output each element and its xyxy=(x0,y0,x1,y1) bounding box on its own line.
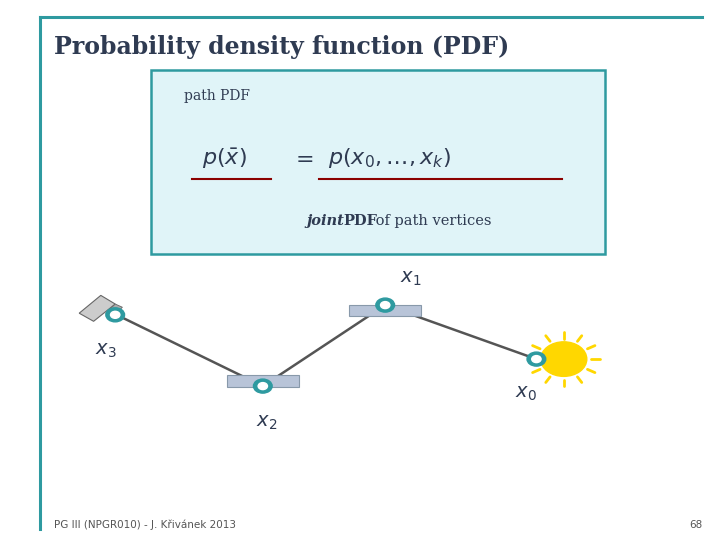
Text: $p(x_0,\ldots,x_k)$: $p(x_0,\ldots,x_k)$ xyxy=(328,146,451,171)
Circle shape xyxy=(531,355,541,363)
Text: $p(\bar{x})$: $p(\bar{x})$ xyxy=(202,146,246,171)
Polygon shape xyxy=(79,295,115,321)
Circle shape xyxy=(111,311,120,319)
Text: path PDF: path PDF xyxy=(184,89,250,103)
Bar xyxy=(227,375,299,387)
Bar xyxy=(349,305,421,316)
FancyBboxPatch shape xyxy=(151,70,605,254)
Polygon shape xyxy=(106,304,122,316)
Text: $=$: $=$ xyxy=(291,147,314,170)
Text: $x_1$: $x_1$ xyxy=(400,270,421,288)
Text: of path vertices: of path vertices xyxy=(371,214,491,228)
Circle shape xyxy=(381,301,390,308)
Text: PDF: PDF xyxy=(343,214,377,228)
Text: joint: joint xyxy=(306,214,349,228)
Circle shape xyxy=(527,352,546,366)
Circle shape xyxy=(106,308,125,322)
Text: 68: 68 xyxy=(689,520,702,530)
Circle shape xyxy=(258,383,268,390)
Text: $x_0$: $x_0$ xyxy=(515,385,536,403)
Circle shape xyxy=(376,298,395,312)
Circle shape xyxy=(253,379,272,393)
Text: PG III (NPGR010) - J. Křivánek 2013: PG III (NPGR010) - J. Křivánek 2013 xyxy=(54,520,236,530)
Text: $x_2$: $x_2$ xyxy=(256,414,277,432)
Circle shape xyxy=(541,342,587,376)
Text: Probability density function (PDF): Probability density function (PDF) xyxy=(54,35,509,59)
Text: $x_3$: $x_3$ xyxy=(95,342,117,360)
